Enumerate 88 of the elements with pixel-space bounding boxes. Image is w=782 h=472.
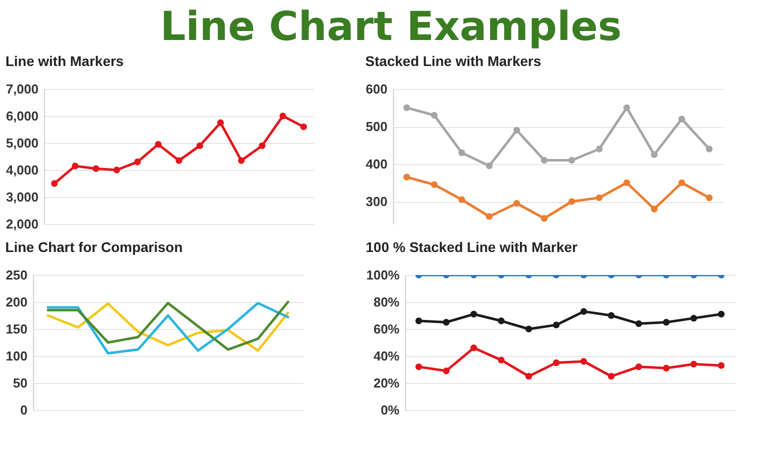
y-tick-label: 20% <box>373 376 400 390</box>
point <box>470 310 478 318</box>
point <box>525 372 532 380</box>
point <box>238 157 245 164</box>
y-tick-label: 100 <box>6 348 28 364</box>
point <box>568 156 576 164</box>
point <box>552 359 560 366</box>
point <box>486 162 493 170</box>
point <box>415 363 422 370</box>
point <box>718 362 725 369</box>
point <box>635 320 642 327</box>
chart-title: Stacked Line with Markers <box>365 53 542 69</box>
y-tick-label: 100% <box>366 268 400 282</box>
point <box>608 372 615 380</box>
point <box>217 119 224 126</box>
y-tick-label: 200 <box>6 294 28 310</box>
point <box>51 180 58 187</box>
y-tick-label: 3,000 <box>6 190 38 204</box>
point <box>300 123 307 130</box>
point <box>662 318 670 326</box>
point <box>513 200 520 207</box>
point <box>678 116 686 122</box>
point <box>690 314 698 322</box>
point <box>580 358 588 365</box>
point <box>540 215 548 222</box>
y-tick-label: 500 <box>366 119 388 134</box>
point <box>430 181 438 188</box>
point <box>678 179 686 186</box>
point <box>568 198 576 205</box>
point <box>279 112 286 120</box>
chart-title: 100 % Stacked Line with Marker <box>366 239 578 255</box>
point <box>176 157 182 164</box>
point <box>258 142 266 150</box>
point <box>623 179 630 186</box>
y-tick-label: 150 <box>6 322 28 336</box>
y-tick-label: 7,000 <box>6 82 38 96</box>
point <box>706 194 713 202</box>
point <box>552 322 560 328</box>
y-tick-label: 250 <box>6 268 28 282</box>
y-tick-label: 5,000 <box>6 136 38 150</box>
point <box>650 206 658 212</box>
y-tick-label: 300 <box>366 194 388 209</box>
text: Line Chart Examples <box>159 4 623 50</box>
point <box>403 104 410 112</box>
point <box>196 142 204 150</box>
point <box>113 166 120 174</box>
point <box>430 112 438 119</box>
y-tick-label: 0% <box>380 402 400 418</box>
point <box>525 326 532 332</box>
point <box>498 356 505 364</box>
point <box>458 149 466 156</box>
point <box>442 318 450 326</box>
point <box>486 213 493 220</box>
point <box>580 308 588 315</box>
y-tick-label: 60% <box>373 322 400 336</box>
y-tick-label: 6,000 <box>6 108 38 124</box>
point <box>623 104 630 112</box>
point <box>662 364 670 372</box>
point <box>92 165 100 172</box>
point <box>608 312 615 319</box>
y-tick-label: 600 <box>366 82 388 96</box>
point <box>458 196 466 203</box>
point <box>498 318 505 324</box>
point <box>415 318 422 324</box>
chart-title: Line Chart for Comparison <box>5 239 183 255</box>
point <box>470 344 478 352</box>
point <box>540 156 548 164</box>
point <box>442 368 450 374</box>
point <box>134 158 141 166</box>
y-tick-label: 50 <box>13 376 28 390</box>
y-tick-label: 40% <box>373 348 400 364</box>
y-tick-label: 4,000 <box>6 162 38 178</box>
point <box>706 146 713 152</box>
point <box>596 194 603 202</box>
y-tick-label: 400 <box>366 156 388 172</box>
point <box>718 310 725 318</box>
point <box>513 126 520 134</box>
y-tick-label: 0 <box>20 402 28 418</box>
point <box>650 151 658 158</box>
y-tick-label: 2,000 <box>6 216 38 232</box>
y-tick-label: 80% <box>373 294 400 310</box>
point <box>596 146 603 152</box>
point <box>403 174 410 180</box>
point <box>690 360 698 368</box>
point <box>72 162 79 170</box>
point <box>154 141 162 148</box>
chart-title: Line with Markers <box>5 53 124 69</box>
point <box>635 363 642 370</box>
